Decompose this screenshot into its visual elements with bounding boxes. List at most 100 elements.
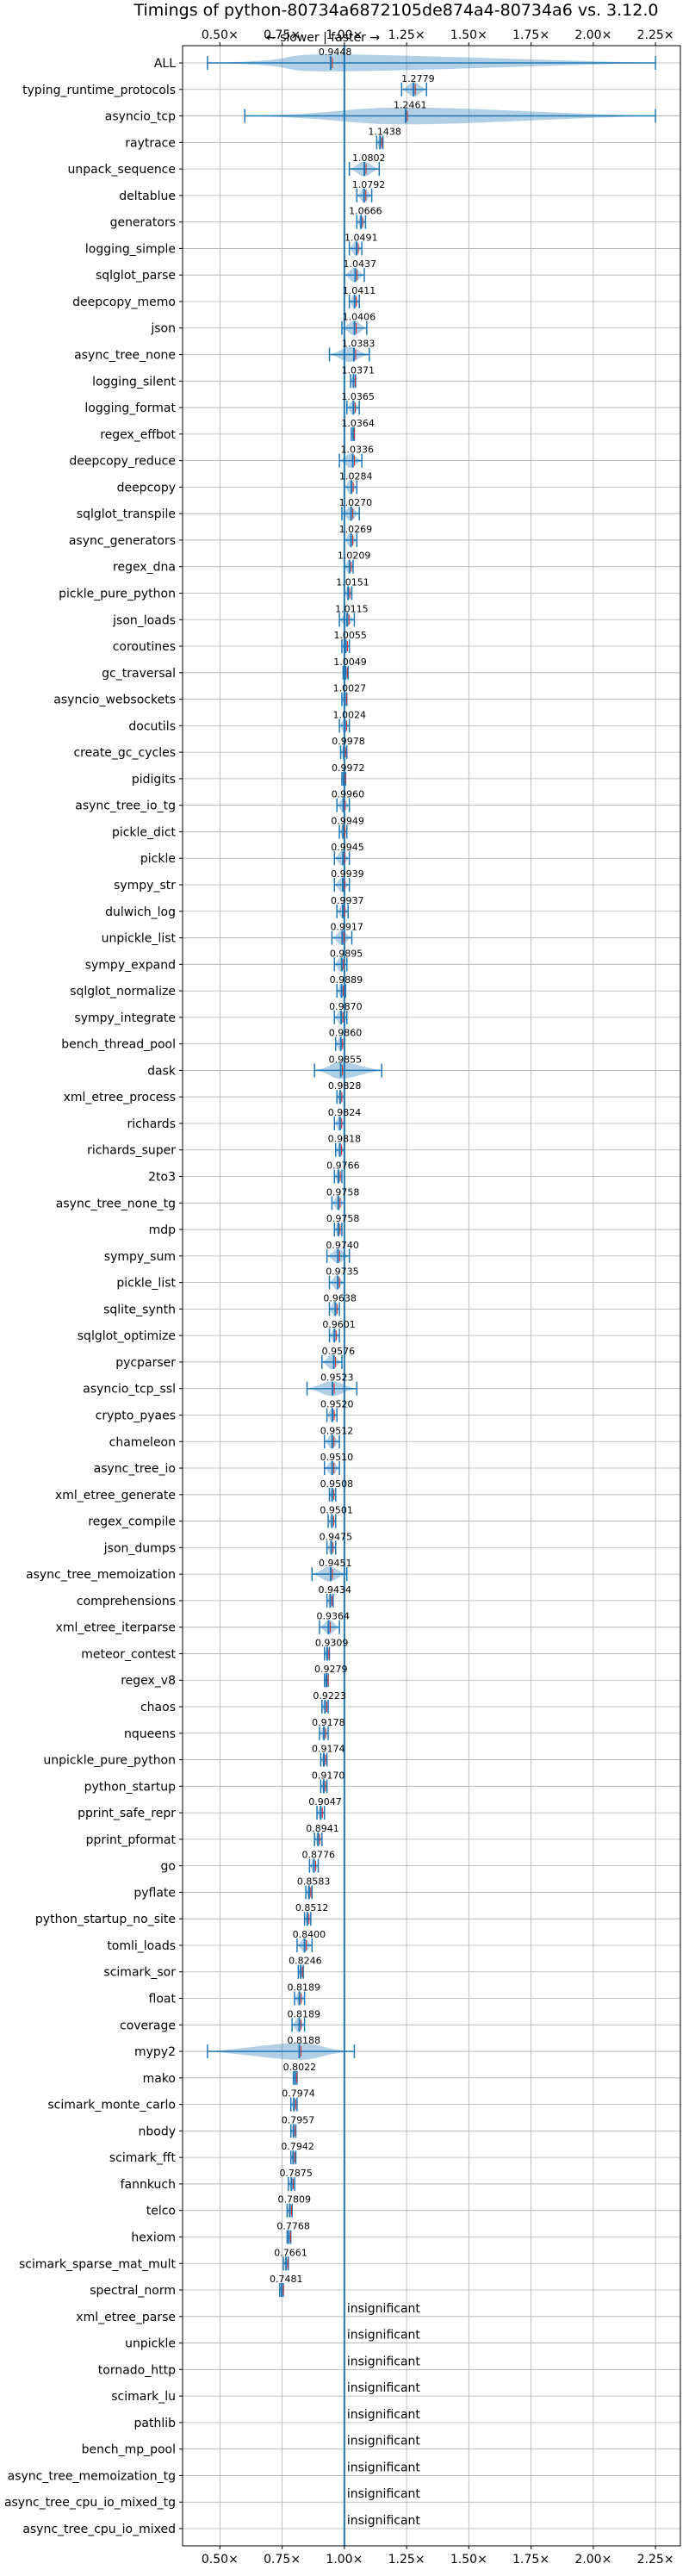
category-label: json_loads	[112, 613, 176, 627]
category-label: go	[161, 1860, 176, 1874]
value-label: 1.0383	[342, 339, 376, 350]
category-label: async_tree_cpu_io_mixed_tg	[4, 2496, 176, 2510]
category-label: python_startup_no_site	[35, 1913, 176, 1926]
category-label: chameleon	[109, 1435, 176, 1449]
category-label: pprint_safe_repr	[78, 1807, 176, 1820]
category-label: fannkuch	[121, 2178, 176, 2192]
value-label: 0.7481	[270, 2274, 303, 2285]
category-label: nqueens	[124, 1727, 176, 1741]
category-label: ALL	[154, 57, 176, 71]
value-label: 0.9937	[331, 895, 364, 906]
value-label: 0.9512	[320, 1425, 354, 1436]
value-label: 0.8400	[293, 1929, 326, 1940]
value-label: 0.7661	[274, 2247, 307, 2258]
category-label: comprehensions	[77, 1595, 176, 1608]
category-label: richards	[127, 1117, 177, 1131]
value-label: 0.8512	[295, 1902, 329, 1913]
value-label: 1.0802	[352, 152, 386, 164]
value-label: 0.9178	[312, 1717, 345, 1728]
category-label: telco	[146, 2205, 176, 2218]
category-label: sympy_str	[114, 879, 176, 893]
insignificant-label: insignificant	[347, 2487, 421, 2501]
category-label: coverage	[120, 2019, 176, 2032]
value-label: 0.9434	[318, 1584, 351, 1596]
x-tick-label-top: 2.00×	[574, 28, 611, 42]
value-label: 0.9223	[313, 1690, 346, 1702]
value-label: 0.9508	[320, 1478, 354, 1490]
category-label: mypy2	[134, 2045, 176, 2059]
plot-frame	[182, 45, 681, 2547]
insignificant-label: insignificant	[347, 2435, 421, 2448]
category-label: spectral_norm	[90, 2284, 176, 2298]
x-tick-label-top: 1.00×	[326, 28, 363, 42]
value-label: 0.9870	[329, 1001, 363, 1012]
category-label: tornado_http	[98, 2363, 176, 2377]
insignificant-label: insignificant	[347, 2381, 421, 2395]
value-label: 0.9758	[326, 1213, 360, 1224]
x-tick-label-bottom: 1.25×	[388, 2553, 425, 2567]
category-label: sqlite_synth	[103, 1303, 176, 1316]
value-label: 0.7957	[282, 2114, 315, 2125]
value-label: 0.9638	[323, 1292, 357, 1304]
value-label: 0.8189	[288, 2008, 321, 2019]
category-label: deltablue	[119, 190, 176, 203]
direction-annotation: ← slower | faster →	[266, 31, 380, 45]
category-label: python_startup	[84, 1780, 176, 1794]
category-label: pickle_dict	[112, 825, 177, 839]
category-label: async_tree_io_tg	[75, 800, 176, 813]
category-label: asyncio_tcp	[105, 110, 176, 124]
category-label: float	[149, 1993, 177, 2007]
value-label: 0.9860	[329, 1028, 363, 1039]
category-label: create_gc_cycles	[73, 746, 176, 760]
value-label: 0.7942	[281, 2141, 314, 2152]
x-tick-label-top: 1.50×	[450, 28, 487, 42]
value-label: 0.7768	[276, 2220, 310, 2231]
category-label: json	[150, 322, 176, 336]
category-label: async_generators	[69, 534, 176, 548]
value-label: 0.9510	[320, 1452, 354, 1463]
category-label: regex_compile	[88, 1515, 176, 1529]
x-tick-label-bottom: 2.25×	[637, 2553, 674, 2567]
marks-layer: 0.9448 1.2779 1.2461 1.1438 1.0802 1.0792 1.06…	[207, 46, 656, 2546]
category-label: chaos	[140, 1701, 176, 1714]
x-tick-label-top: 0.50×	[202, 28, 239, 42]
category-label: async_tree_memoization	[26, 1568, 176, 1582]
category-label: sqlglot_normalize	[70, 985, 176, 999]
category-label: scimark_sparse_mat_mult	[19, 2257, 176, 2271]
insignificant-label: insignificant	[347, 2461, 421, 2474]
category-label: async_tree_none	[74, 349, 176, 363]
category-label: raytrace	[125, 136, 176, 150]
value-label: 1.1438	[368, 126, 401, 137]
value-label: 1.0055	[333, 630, 367, 641]
category-label: bench_thread_pool	[61, 1038, 176, 1052]
category-label: unpickle	[125, 2337, 176, 2351]
value-label: 0.7974	[282, 2088, 315, 2100]
value-label: 1.0371	[342, 364, 376, 376]
axis-layer: 0.50× 0.50× 0.75× 0.75× 1.00× 1.00× 1.25× 1.25×…	[4, 28, 674, 2567]
category-label: regex_effbot	[100, 428, 176, 442]
x-tick-label-bottom: 1.00×	[326, 2553, 363, 2567]
value-label: 0.9945	[331, 842, 364, 853]
category-label: hexiom	[131, 2231, 176, 2244]
value-label: 0.9889	[330, 974, 363, 986]
insignificant-label: insignificant	[347, 2514, 421, 2528]
value-label: 1.0209	[338, 551, 371, 562]
value-label: 0.9855	[329, 1054, 363, 1065]
value-label: 0.9978	[332, 736, 365, 747]
category-label: regex_dna	[113, 561, 176, 575]
category-label: pickle_pure_python	[59, 587, 176, 600]
value-label: 1.0365	[341, 391, 375, 402]
category-label: pprint_pformat	[86, 1833, 177, 1847]
value-label: 1.0151	[336, 576, 369, 588]
value-label: 1.0269	[339, 524, 373, 535]
x-tick-label-top: 1.75×	[512, 28, 549, 42]
category-label: asyncio_tcp_ssl	[83, 1383, 176, 1397]
category-label: scimark_fft	[109, 2151, 177, 2165]
category-label: unpack_sequence	[68, 163, 176, 177]
category-label: unpickle_list	[102, 932, 177, 946]
value-label: 0.9475	[320, 1531, 353, 1542]
value-label: 1.2779	[401, 73, 435, 84]
value-label: 0.8022	[283, 2062, 317, 2073]
category-label: nbody	[139, 2125, 177, 2138]
